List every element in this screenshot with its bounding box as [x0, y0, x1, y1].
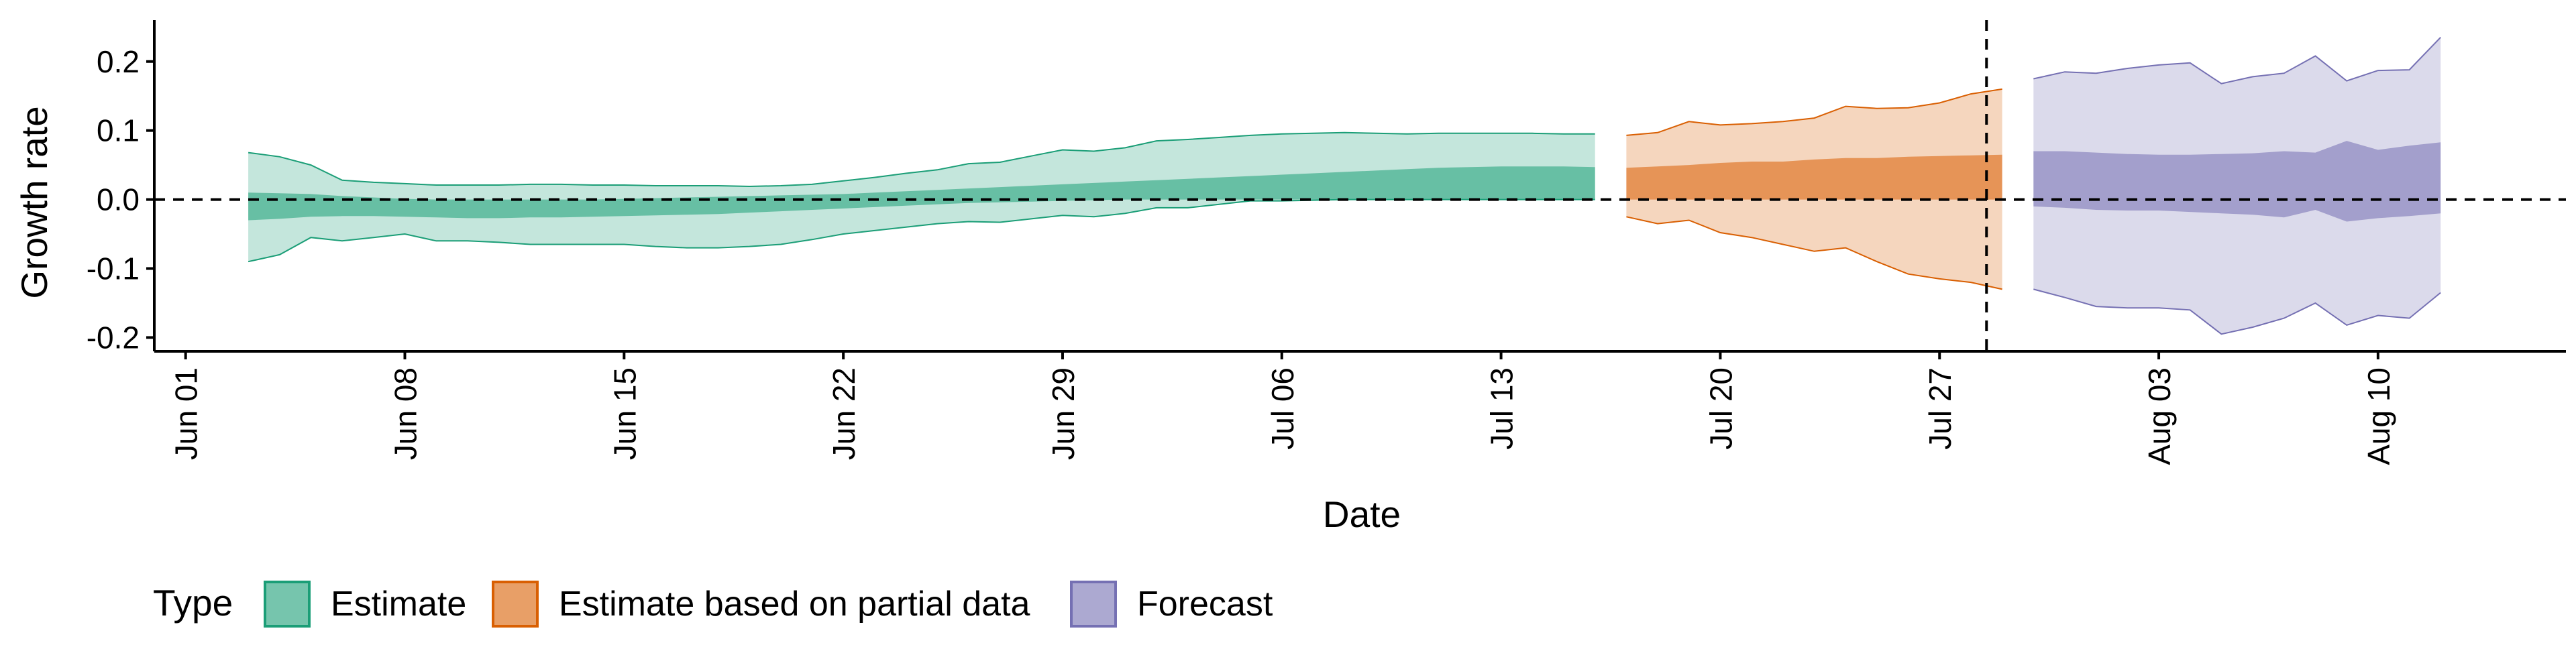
- legend-label-3: Forecast: [1137, 585, 1273, 624]
- reference-lines: [154, 20, 2566, 351]
- x-axis-label: Date: [1323, 493, 1401, 535]
- series-1-upper-edge: [248, 131, 1595, 188]
- interval-bands: [248, 37, 2441, 335]
- legend: Type Estimate Estimate based on partial d…: [153, 581, 1273, 628]
- x-tick-label: Jun 15: [607, 367, 642, 460]
- x-tick-label: Jul 13: [1485, 367, 1519, 450]
- y-tick-label: 0.2: [97, 44, 140, 79]
- legend-title: Type: [153, 582, 233, 624]
- series-2-inner-band: [1626, 154, 2002, 200]
- axes: -0.2 -0.1 0.0 0.1 0.2 Jun 01 Jun 08 Jun 15 Jun 2…: [87, 20, 2566, 465]
- legend-label-2: Estimate based on partial data: [559, 585, 1030, 624]
- series-1-inner-band: [248, 166, 1595, 221]
- x-tick-label: Aug 10: [2361, 367, 2396, 465]
- legend-key-1: [264, 581, 311, 628]
- x-tick-label: Jun 01: [169, 367, 204, 460]
- y-axis-label: Growth rate: [13, 106, 55, 298]
- x-tick-label: Jul 20: [1703, 367, 1738, 450]
- y-tick-label: 0.1: [97, 113, 140, 148]
- x-tick-label: Jun 08: [388, 367, 423, 460]
- x-tick-label: Jul 06: [1265, 367, 1300, 450]
- y-tick-label: -0.1: [87, 251, 140, 286]
- series-3-lower-edge: [2033, 288, 2441, 335]
- legend-label-1: Estimate: [331, 585, 466, 624]
- series-3-inner-band: [2033, 141, 2441, 222]
- y-tick-label: 0.0: [97, 182, 140, 217]
- x-tick-label: Jun 29: [1046, 367, 1081, 460]
- series-2-lower-edge: [1626, 216, 2002, 290]
- x-tick-label: Jul 27: [1923, 367, 1957, 450]
- series-3-upper-edge: [2033, 37, 2441, 84]
- x-tick-label: Jun 22: [826, 367, 861, 460]
- x-tick-label: Aug 03: [2142, 367, 2177, 465]
- legend-key-3: [1070, 581, 1117, 628]
- legend-key-2: [492, 581, 539, 628]
- y-tick-label: -0.2: [87, 320, 140, 355]
- series-2-upper-edge: [1626, 88, 2002, 136]
- series-1-lower-edge: [248, 198, 1595, 263]
